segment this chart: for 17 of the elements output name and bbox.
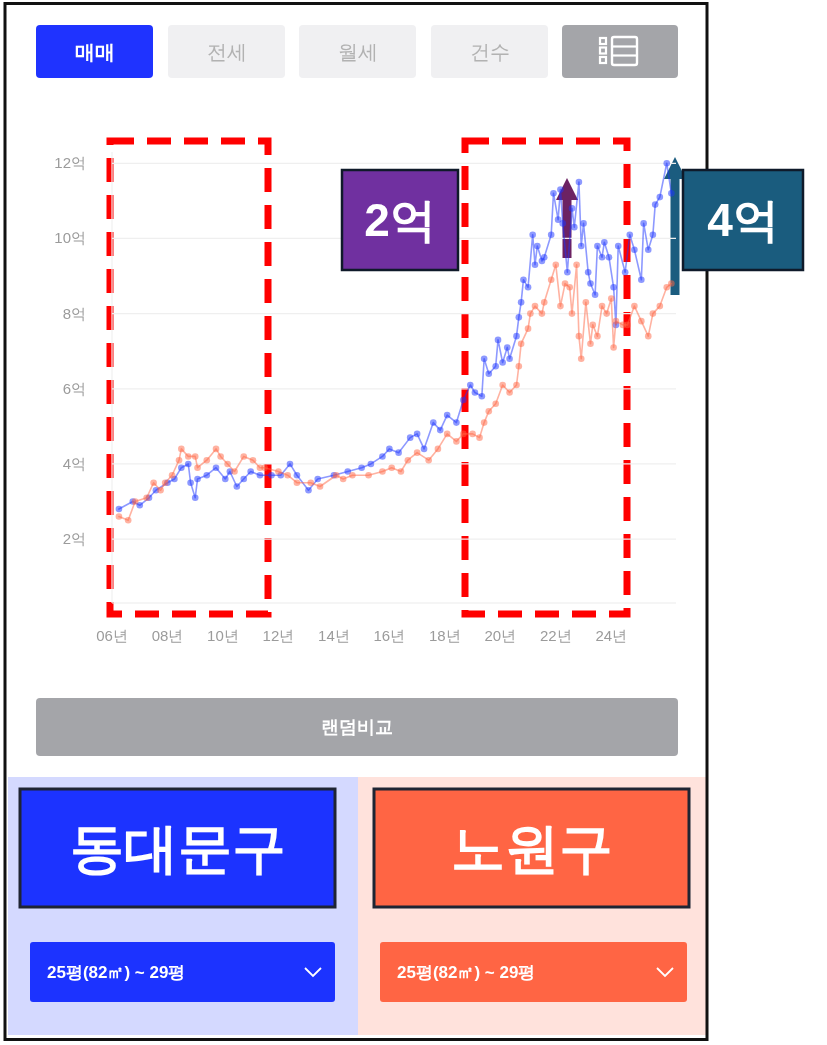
x-tick-label: 24년	[595, 627, 628, 644]
x-tick-label: 16년	[373, 627, 406, 644]
y-tick-label: 10억	[54, 229, 86, 247]
annotation: 2억	[364, 194, 436, 246]
x-tick-label: 14년	[318, 627, 350, 644]
x-tick-label: 10년	[207, 627, 239, 644]
x-tick-label: 06년	[96, 627, 128, 644]
y-tick-label: 6억	[62, 379, 86, 397]
x-tick-label: 22년	[539, 627, 572, 644]
x-tick-label: 08년	[151, 627, 184, 644]
y-tick-label: 2억	[62, 530, 86, 548]
x-tick-label: 18년	[429, 627, 461, 644]
x-tick-label: 12년	[262, 627, 295, 644]
y-tick-label: 12억	[54, 154, 86, 172]
y-tick-label: 4억	[62, 454, 86, 472]
y-tick-label: 8억	[62, 304, 86, 322]
x-tick-label: 20년	[484, 627, 517, 644]
